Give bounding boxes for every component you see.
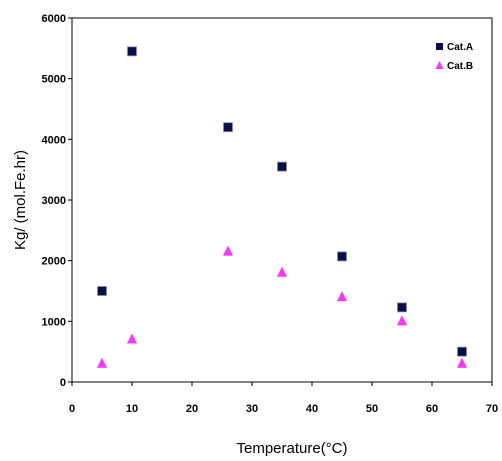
data-point-cat-b bbox=[127, 333, 137, 344]
data-point-cat-b bbox=[277, 266, 287, 277]
y-tick-label: 6000 bbox=[42, 13, 66, 25]
data-point-cat-a bbox=[223, 122, 233, 133]
data-point-cat-b bbox=[397, 315, 407, 326]
legend-label-cat-b: Cat.B bbox=[447, 61, 473, 72]
legend-marker-cat-b bbox=[435, 61, 444, 69]
data-point-cat-b bbox=[97, 357, 107, 368]
legend-entry-cat-b: Cat.B bbox=[435, 61, 473, 72]
x-tick-label: 30 bbox=[246, 403, 258, 415]
y-tick-label: 0 bbox=[60, 377, 66, 389]
data-point-cat-a bbox=[337, 251, 347, 262]
data-point-cat-a bbox=[277, 161, 287, 172]
legend: Cat.A Cat.B bbox=[435, 42, 473, 72]
y-tick-label: 3000 bbox=[42, 195, 66, 207]
x-axis-ticks: 0 10 20 30 40 50 60 70 bbox=[69, 382, 498, 415]
y-tick-label: 2000 bbox=[42, 256, 66, 268]
x-tick-label: 0 bbox=[69, 403, 75, 415]
y-axis-ticks: 0 1000 2000 3000 4000 5000 6000 bbox=[42, 13, 72, 389]
plot-frame bbox=[71, 17, 493, 383]
x-tick-label: 40 bbox=[306, 403, 318, 415]
x-tick-label: 10 bbox=[126, 403, 138, 415]
y-tick-label: 4000 bbox=[42, 134, 66, 146]
x-tick-label: 20 bbox=[186, 403, 198, 415]
legend-entry-cat-a: Cat.A bbox=[436, 42, 473, 53]
data-point-cat-a bbox=[127, 46, 137, 57]
x-tick-label: 70 bbox=[486, 403, 498, 415]
y-axis-label: Kg/ (mol.Fe.hr) bbox=[12, 150, 29, 250]
data-point-cat-b bbox=[457, 357, 467, 368]
legend-label-cat-a: Cat.A bbox=[447, 42, 473, 53]
data-point-cat-a bbox=[457, 346, 467, 357]
x-axis-label: Temperature(°C) bbox=[236, 440, 347, 457]
x-tick-label: 50 bbox=[366, 403, 378, 415]
data-point-cat-a bbox=[397, 302, 407, 313]
data-markers bbox=[97, 46, 467, 368]
x-tick-label: 60 bbox=[426, 403, 438, 415]
data-point-cat-a bbox=[97, 286, 107, 296]
data-point-cat-b bbox=[223, 245, 233, 256]
data-point-cat-b bbox=[337, 291, 347, 302]
y-tick-label: 1000 bbox=[42, 316, 66, 328]
y-tick-label: 5000 bbox=[42, 74, 66, 86]
legend-marker-cat-a bbox=[436, 43, 443, 50]
